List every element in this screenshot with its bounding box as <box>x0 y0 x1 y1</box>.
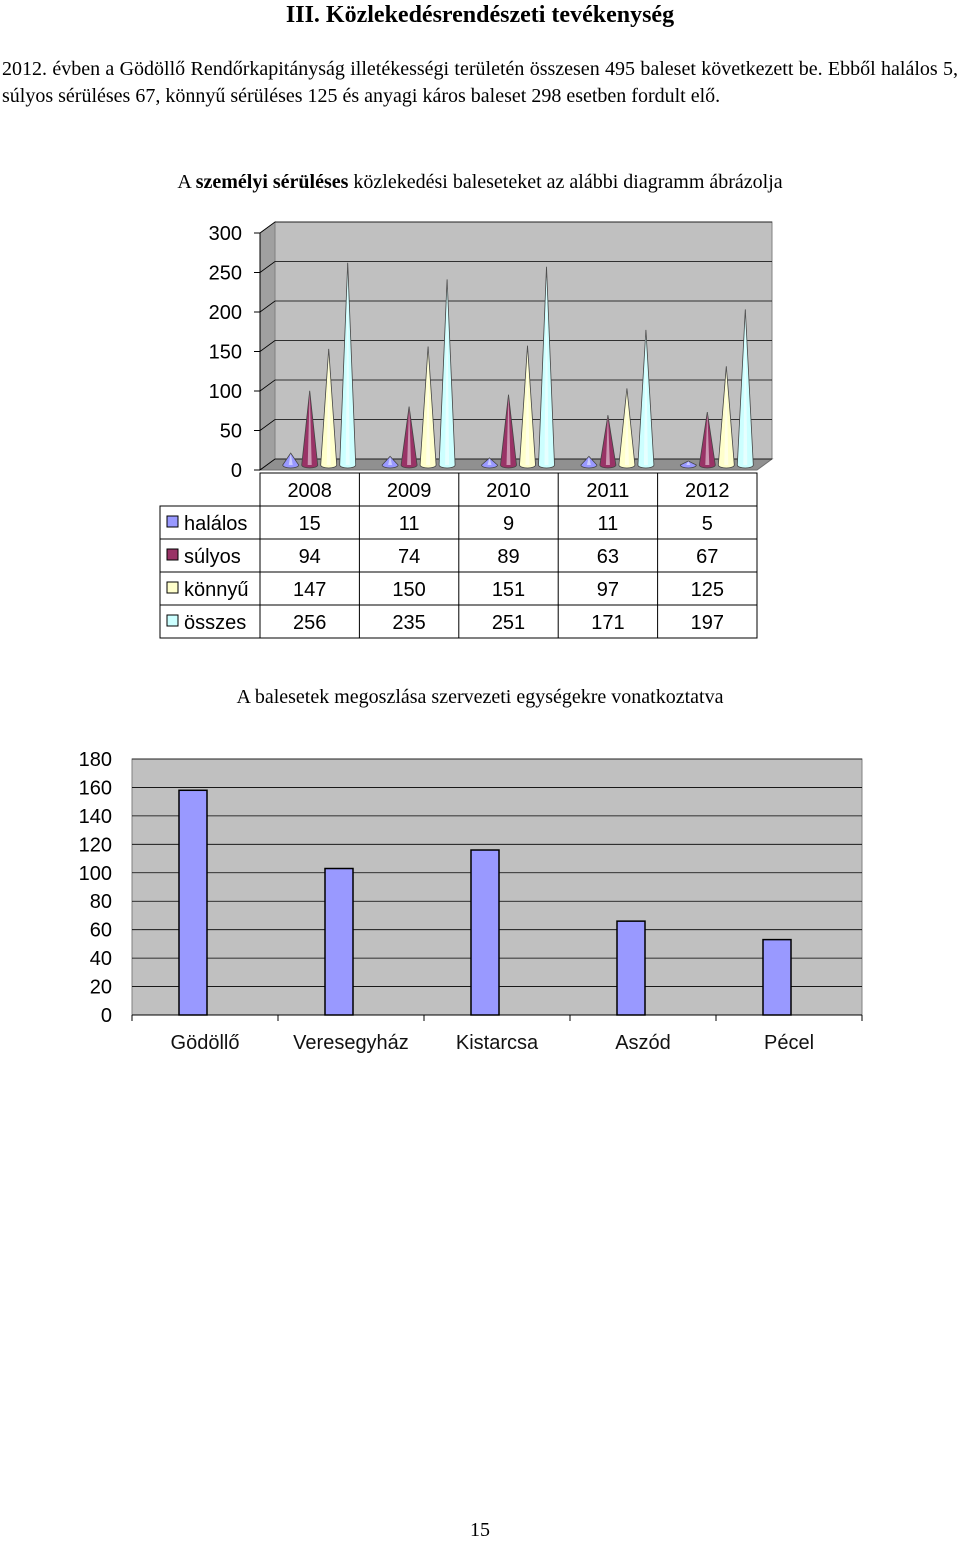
chart2-category-label: Pécel <box>764 1032 814 1054</box>
chart2-bar-Gödöllő <box>178 789 208 1016</box>
chart1-table-value: 235 <box>392 612 425 634</box>
chart1-table-value: 89 <box>497 546 519 568</box>
chart1-table-value: 150 <box>392 579 425 601</box>
chart1-cone-highlight <box>724 366 729 465</box>
chart-intro-bold: személyi sérüléses <box>195 171 349 193</box>
chart-intro-after: közlekedési baleseteket az alábbi diagra… <box>348 171 783 193</box>
chart1-ytick-label: 100 <box>209 381 242 403</box>
chart1-ytick-label: 200 <box>209 302 242 324</box>
chart1-cone-highlight <box>426 346 431 465</box>
chart1-ytick-label: 300 <box>209 223 242 245</box>
chart1-cone-highlight <box>388 456 393 465</box>
chart1-table-value: 9 <box>503 513 514 535</box>
chart1-cone-highlight <box>407 406 412 465</box>
chart1-cone-highlight <box>624 388 629 465</box>
chart1-cone-highlight <box>586 456 591 465</box>
page-number: 15 <box>470 1519 490 1541</box>
unit-chart-title: A balesetek megoszlása szervezeti egység… <box>236 686 724 708</box>
chart1-cone-highlight <box>605 415 610 465</box>
chart2-ytick-label: 120 <box>79 834 112 856</box>
chart1-cone-highlight <box>326 348 331 465</box>
chart1-table-value: 74 <box>398 546 420 568</box>
chart1-series-label: összes <box>184 612 246 634</box>
chart2-bar-Veresegyház <box>324 867 354 1016</box>
chart1-table-value: 125 <box>691 579 724 601</box>
chart1-gridline <box>259 261 772 273</box>
chart1-table-value: 151 <box>492 579 525 601</box>
chart1-table-value: 67 <box>696 546 718 568</box>
chart2-ytick-label: 180 <box>79 749 112 771</box>
chart1-gridline <box>259 379 772 392</box>
chart1-gridline <box>259 300 772 313</box>
chart1-cone-highlight <box>643 329 648 465</box>
chart1-cone-highlight <box>345 262 350 465</box>
chart1-category-label: 2008 <box>287 480 332 502</box>
chart1-cone-highlight <box>705 412 710 465</box>
chart1-cone-highlight <box>288 453 293 465</box>
chart1-cone-highlight <box>487 457 492 465</box>
chart1-table-value: 11 <box>598 513 619 535</box>
chart1-cone-highlight <box>445 279 450 465</box>
chart2-bar-Aszód <box>616 920 646 1016</box>
chart2-bar-Kistarcsa <box>470 849 500 1016</box>
chart1-category-label: 2010 <box>486 480 531 502</box>
chart2-category-label: Gödöllő <box>171 1032 240 1054</box>
chart1-cone-highlight <box>307 390 312 465</box>
chart2-category-label: Kistarcsa <box>456 1032 539 1054</box>
unit-distribution-chart: 180 160 140 120 100 80 60 40 20 0 Gödöllő Veresegyh… <box>79 749 863 1054</box>
chart2-ytick-label: 40 <box>90 948 112 970</box>
chart1-cone-highlight <box>544 266 549 465</box>
chart2-ytick-label: 60 <box>90 920 112 942</box>
chart1-table-value: 256 <box>293 612 326 634</box>
chart1-table-value: 147 <box>293 579 326 601</box>
summary-paragraph: 2012. évben a Gödöllő Rendőrkapitányság … <box>2 58 958 107</box>
chart1-legend-key-könnyű <box>166 581 179 594</box>
chart2-category-label: Veresegyház <box>293 1032 409 1054</box>
section-heading: III. Közlekedésrendészeti tevékenység <box>285 2 675 28</box>
chart1-ytick-label: 50 <box>220 421 242 443</box>
chart1-category-label: 2012 <box>685 480 730 502</box>
chart2-ytick-label: 0 <box>101 1005 112 1027</box>
chart1-table-value: 197 <box>691 612 724 634</box>
chart1-cone-highlight <box>506 394 511 465</box>
chart2-category-label: Aszód <box>615 1032 671 1054</box>
chart1-legend-key-súlyos <box>166 548 179 561</box>
chart1-gridline <box>259 221 772 234</box>
chart1-category-label: 2009 <box>387 480 432 502</box>
chart1-gridline <box>259 419 772 431</box>
chart1-cone-highlight <box>743 309 748 465</box>
chart1-legend-key-halálos <box>166 515 179 528</box>
chart-intro-before: A <box>177 171 196 193</box>
chart2-bar-Pécel <box>762 938 792 1016</box>
chart2-ytick-label: 100 <box>79 863 112 885</box>
chart2-ytick-label: 20 <box>90 977 112 999</box>
chart1-table-value: 97 <box>597 579 619 601</box>
chart2-ytick-label: 140 <box>79 806 112 828</box>
chart1-table-value: 94 <box>299 546 321 568</box>
chart1-table-value: 251 <box>492 612 525 634</box>
chart1-series-label: könnyű <box>184 579 249 601</box>
chart1-category-label: 2011 <box>586 480 629 502</box>
chart1-ytick-label: 0 <box>231 460 242 482</box>
chart1-cone-highlight <box>686 461 691 465</box>
chart1-cone-highlight <box>525 345 530 465</box>
chart1-table-value: 5 <box>702 513 713 535</box>
chart1-series-label: súlyos <box>184 546 241 568</box>
chart1-gridline <box>259 340 772 352</box>
chart1-ytick-label: 250 <box>209 263 242 285</box>
chart1-table-value: 11 <box>399 513 420 535</box>
chart2-ytick-label: 160 <box>79 777 112 799</box>
injury-accidents-chart: 300 250 200 150 100 50 0 2008 2009 2010 2011 2012 ha… <box>159 221 774 639</box>
chart-intro: A személyi sérüléses közlekedési baleset… <box>0 169 960 196</box>
chart1-ytick-label: 150 <box>209 342 242 364</box>
chart1-table-value: 171 <box>591 612 624 634</box>
chart1-table-value: 63 <box>597 546 619 568</box>
chart1-series-label: halálos <box>184 513 247 535</box>
chart1-table-value: 15 <box>299 513 321 535</box>
chart1-legend-key-összes <box>166 614 179 627</box>
chart2-ytick-label: 80 <box>90 891 112 913</box>
